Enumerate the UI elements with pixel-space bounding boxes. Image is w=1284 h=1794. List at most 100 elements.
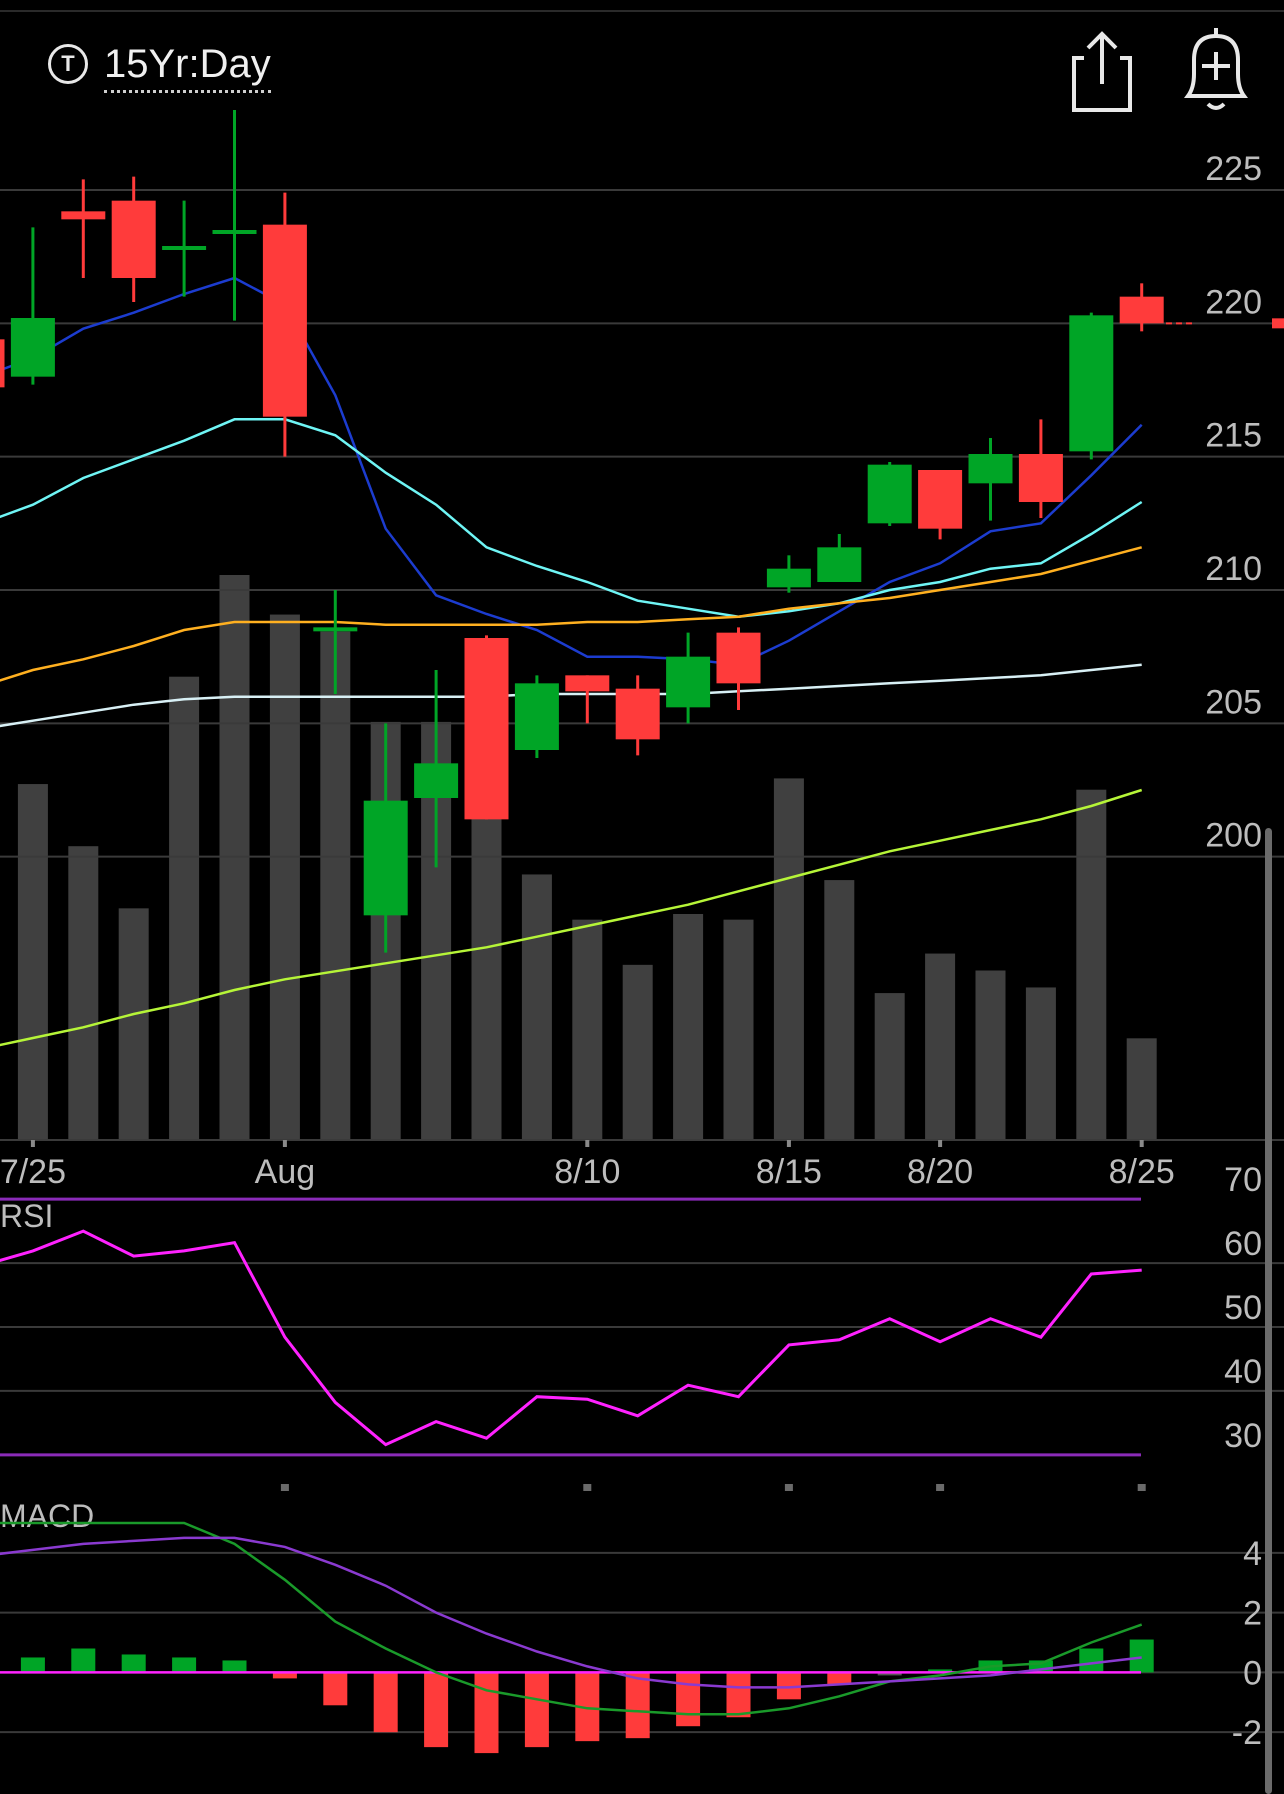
volume-bar [723, 919, 754, 1140]
macd-histogram-bar [1129, 1639, 1154, 1673]
macd-histogram-bar [625, 1672, 650, 1739]
x-axis-label: 8/10 [554, 1153, 620, 1191]
candle-body [414, 763, 459, 798]
rsi-x-tick [1137, 1484, 1146, 1491]
x-axis-label: 8/15 [756, 1153, 822, 1191]
volume-bar [673, 914, 704, 1140]
share-button[interactable] [1070, 26, 1140, 116]
x-axis-label: 7/25 [0, 1153, 66, 1191]
macd-histogram-bar [222, 1660, 247, 1673]
last-price-marker [1272, 318, 1284, 329]
volume-bar [925, 953, 956, 1140]
macd-histogram-bar [373, 1672, 398, 1733]
bell-plus-icon [1184, 28, 1248, 110]
macd-histogram-bar [676, 1672, 701, 1727]
volume-bar [269, 614, 300, 1140]
candle-body [262, 224, 307, 417]
macd-signal-line [0, 1536, 1142, 1689]
volume-bar [773, 778, 804, 1140]
candle-body [464, 638, 509, 820]
moving-average-line [0, 276, 1143, 666]
rsi-axis-label: 70 [1224, 1161, 1262, 1199]
macd-histogram-bar [71, 1648, 96, 1673]
moving-average-line [0, 546, 1143, 682]
rsi-x-tick [936, 1484, 945, 1491]
price-axis-label: 215 [1205, 417, 1262, 455]
moving-average-line [0, 418, 1143, 618]
macd-histogram-bar [827, 1672, 852, 1685]
macd-histogram-bar [877, 1672, 902, 1676]
macd-histogram-bar [272, 1672, 297, 1679]
price-axis-label: 220 [1205, 283, 1262, 321]
x-axis-label: 8/20 [907, 1153, 973, 1191]
candle-body [61, 211, 106, 220]
volume-bar [471, 767, 502, 1140]
volume-bar [874, 993, 905, 1140]
macd-histogram-bar [928, 1669, 953, 1673]
price-axis-label: 205 [1205, 683, 1262, 721]
symbol-type-icon[interactable]: T [48, 44, 88, 84]
status-bar-divider [0, 0, 1284, 12]
rsi-x-tick [583, 1484, 592, 1491]
volume-bar [622, 964, 653, 1140]
candle-body [111, 200, 156, 278]
price-axis-label: 200 [1205, 817, 1262, 855]
macd-histogram-bar [424, 1672, 449, 1748]
x-axis-label: Aug [255, 1153, 316, 1191]
candle-body [615, 688, 660, 740]
candle-body [10, 318, 55, 377]
moving-average-line [0, 788, 1143, 1047]
x-axis-label: 8/25 [1109, 1153, 1175, 1191]
rsi-title: RSI [0, 1198, 53, 1234]
volume-bar [521, 874, 552, 1140]
rsi-x-tick [280, 1484, 289, 1491]
candle-body [766, 568, 811, 588]
macd-line [0, 1521, 1143, 1716]
rsi-axis-label: 50 [1224, 1289, 1262, 1327]
rsi-x-tick [784, 1484, 793, 1491]
candle-body [1069, 315, 1114, 452]
volume-bar [169, 676, 200, 1140]
candle-body [867, 464, 912, 524]
macd-axis-label: 2 [1243, 1595, 1262, 1633]
vertical-scrollbar[interactable] [1265, 828, 1272, 1794]
candle-body [1119, 296, 1164, 324]
candle-body [162, 246, 207, 250]
macd-histogram-bar [323, 1672, 348, 1706]
macd-histogram-bar [1079, 1648, 1104, 1673]
volume-bar [1126, 1038, 1157, 1140]
macd-axis-label: 0 [1243, 1654, 1262, 1692]
candle-body [968, 454, 1013, 484]
macd-histogram-bar [172, 1657, 197, 1673]
candle-body [313, 627, 358, 632]
timeframe-selector[interactable]: 15Yr:Day [104, 40, 271, 93]
candle-body [363, 800, 408, 916]
macd-histogram-bar [726, 1672, 751, 1718]
add-alert-button[interactable] [1176, 22, 1256, 118]
chart-header: T 15Yr:Day [0, 20, 1284, 120]
rsi-axis-label: 40 [1224, 1353, 1262, 1391]
volume-bar [824, 880, 855, 1140]
macd-histogram-bar [474, 1672, 499, 1754]
price-axis-label: 210 [1205, 550, 1262, 588]
candle-body [0, 339, 5, 388]
candle-body [565, 675, 610, 692]
rsi-axis-label: 30 [1224, 1417, 1262, 1455]
candle-body [212, 230, 257, 234]
macd-histogram-bar [121, 1654, 146, 1673]
macd-histogram-bar [524, 1672, 549, 1748]
price-axis-label: 225 [1205, 150, 1262, 188]
volume-bar [68, 846, 99, 1140]
volume-bar [1076, 789, 1107, 1140]
candle-body [514, 683, 559, 750]
rsi-line [0, 1229, 1142, 1447]
candle-body [817, 547, 862, 582]
volume-bar [17, 784, 48, 1140]
share-icon [1072, 31, 1132, 112]
volume-bar [1025, 987, 1056, 1140]
candle-body [666, 656, 711, 708]
volume-bar [320, 631, 351, 1140]
macd-histogram-bar [20, 1657, 45, 1673]
macd-histogram-bar [1028, 1660, 1053, 1673]
